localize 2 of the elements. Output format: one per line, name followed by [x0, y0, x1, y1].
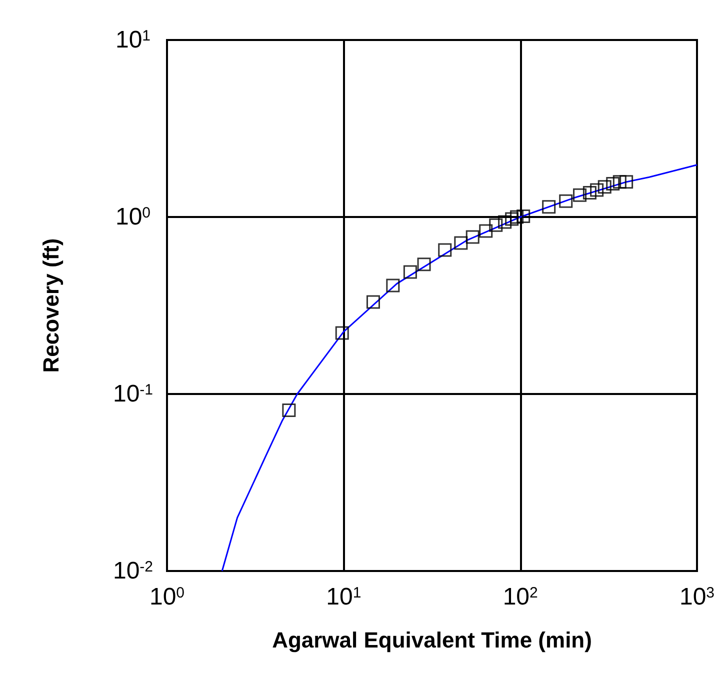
x-axis-title: Agarwal Equivalent Time (min): [272, 628, 592, 652]
y-axis-title: Recovery (ft): [38, 238, 64, 373]
